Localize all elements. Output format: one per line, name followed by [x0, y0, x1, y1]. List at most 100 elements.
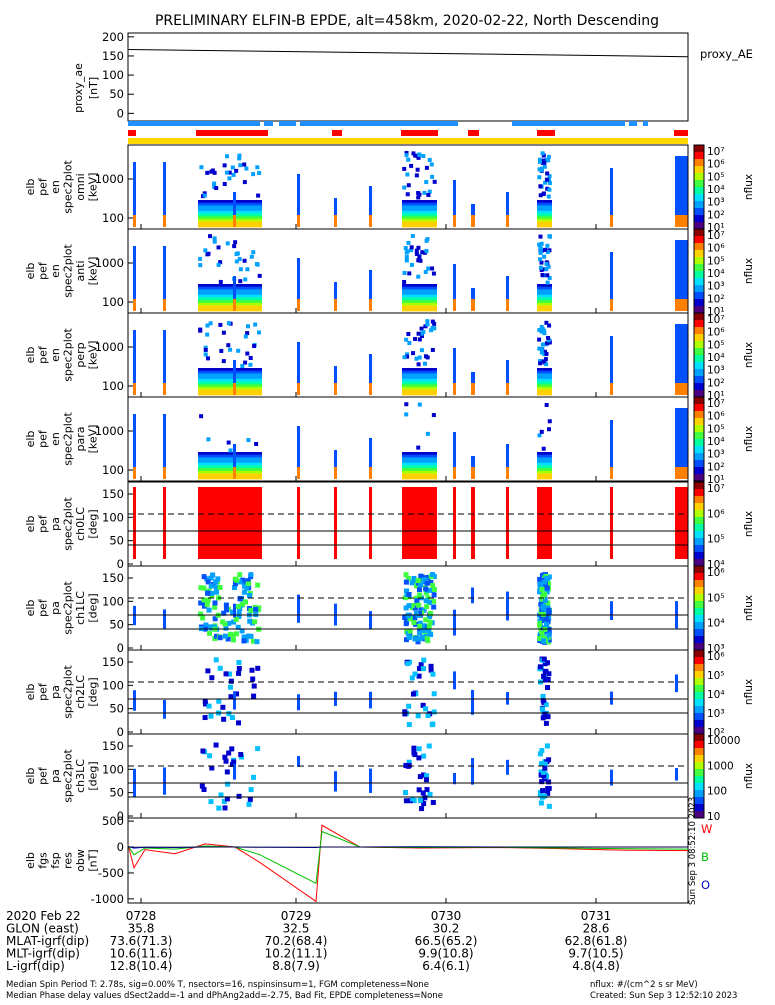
fgm-side-timestamp: Sun Sep 3 08:52:10 2023 [688, 797, 698, 905]
colorbar-segment [694, 496, 704, 504]
fgm-ylabel: obw [74, 849, 87, 872]
fgm-ytick-label: 0 [117, 840, 124, 854]
colorbar-segment [694, 271, 704, 279]
pa-cell [418, 582, 424, 588]
spec-ytick-label: 50 [109, 618, 124, 632]
pa-cell [208, 583, 214, 589]
spec-cell [198, 465, 262, 469]
spec-cell [540, 342, 545, 347]
spec-cell [537, 200, 552, 204]
spec-cell [216, 245, 221, 250]
spec-cell [537, 470, 552, 474]
spec-stripe [163, 330, 166, 395]
spec-cell [402, 355, 407, 360]
spec-cell [226, 343, 231, 348]
colorbar-tick-label: 10⁶ [707, 243, 725, 255]
spec-cell [402, 305, 437, 309]
spec-cell [225, 154, 230, 159]
colorbar-segment [694, 720, 704, 728]
spec-cell [198, 297, 262, 301]
spec-cell [537, 433, 542, 438]
fgm-series-W [127, 824, 689, 903]
pa-cell [423, 777, 429, 783]
pa-cell [431, 691, 437, 697]
spec-cell [419, 326, 424, 331]
spec-cell [256, 193, 261, 198]
colorbar-segment [694, 783, 704, 791]
spec-cell [402, 292, 437, 296]
pa-cell [538, 772, 544, 778]
spec-cell [222, 163, 227, 168]
pa-cell [417, 630, 423, 636]
pa-cell [198, 585, 204, 591]
legend-o: O [701, 878, 710, 892]
pa-cell [430, 799, 436, 805]
ephem-cell: 0731 [581, 909, 612, 923]
colorbar-segment [694, 538, 704, 546]
pa-cell [222, 805, 228, 811]
footnote-line-1: Median Spin Period T: 2.78s, sig=0.00% T… [6, 980, 429, 990]
spec-cell [402, 210, 437, 214]
pa-cell [208, 799, 214, 805]
pa-cell [235, 603, 241, 609]
pa-cell [233, 616, 239, 622]
pa-cell [431, 598, 437, 604]
pa-cell [426, 614, 432, 620]
colorbar-tick-label: 10² [707, 377, 725, 389]
spec-cell [199, 414, 204, 419]
spec-cell [537, 205, 552, 209]
spec-cell [425, 431, 430, 436]
colorbar-segment [694, 615, 704, 623]
spec-cell [208, 234, 213, 239]
spec-cell [537, 476, 552, 480]
colorbar-segment [694, 250, 704, 258]
spec-cell [537, 386, 552, 390]
spec-cell [409, 248, 414, 253]
colorbar-tick-label: 10¹ [707, 474, 725, 486]
colorbar-segment [694, 341, 704, 349]
ephem-cell: 30.2 [433, 922, 460, 936]
colorbar-segment [694, 222, 704, 230]
spec-ylabel: spec2plot [62, 497, 75, 551]
spec-cell [210, 168, 215, 173]
spec-cell [233, 240, 238, 245]
spec-cell [237, 257, 242, 262]
spec-cell [198, 462, 262, 466]
spec-stripe [506, 444, 509, 479]
spec-cell [538, 359, 543, 364]
pa-cell [546, 637, 552, 643]
footnote-line-2: Median Phase delay values dSect2add=-1 a… [6, 991, 443, 1000]
spec-cell [414, 252, 419, 257]
pa-cell [213, 657, 219, 663]
spec-cell [419, 333, 424, 338]
spec-ylabel: [keV] [87, 173, 100, 202]
spec-frame [127, 733, 689, 819]
pa-cell [542, 661, 548, 667]
colorbar-tick-label: 10¹ [707, 390, 725, 402]
spec-cell [403, 246, 408, 251]
pa-cell [405, 661, 411, 667]
spec-cell [539, 324, 544, 329]
spec-cell [402, 205, 437, 209]
spec-cell [419, 348, 424, 353]
proxy-ae-panel: proxy_AE 200 150 100 50 0 proxy_ae [nT] [72, 30, 753, 122]
spec-cell [545, 280, 550, 285]
spec-cell [198, 328, 203, 333]
pa-cell [229, 746, 235, 752]
pa-cell [225, 636, 231, 642]
colorbar-tick-label: 10⁵ [707, 423, 725, 435]
pa-cell [424, 787, 430, 793]
spec-cell [405, 352, 410, 357]
pa-block [537, 487, 552, 559]
pa-stripe [369, 691, 372, 709]
spec-cell [547, 187, 552, 192]
colorbar-segment [694, 755, 704, 763]
pa-stripe [453, 772, 456, 785]
colorbar-tick-label: 10¹ [707, 222, 725, 234]
spec-ylabel: pef [37, 261, 50, 280]
spec-ylabel: en [49, 180, 62, 194]
pa-cell [542, 765, 548, 771]
spec-cell [422, 190, 427, 195]
pa-cell [238, 751, 244, 757]
colorbar-tick-label: 10000 [707, 735, 740, 747]
